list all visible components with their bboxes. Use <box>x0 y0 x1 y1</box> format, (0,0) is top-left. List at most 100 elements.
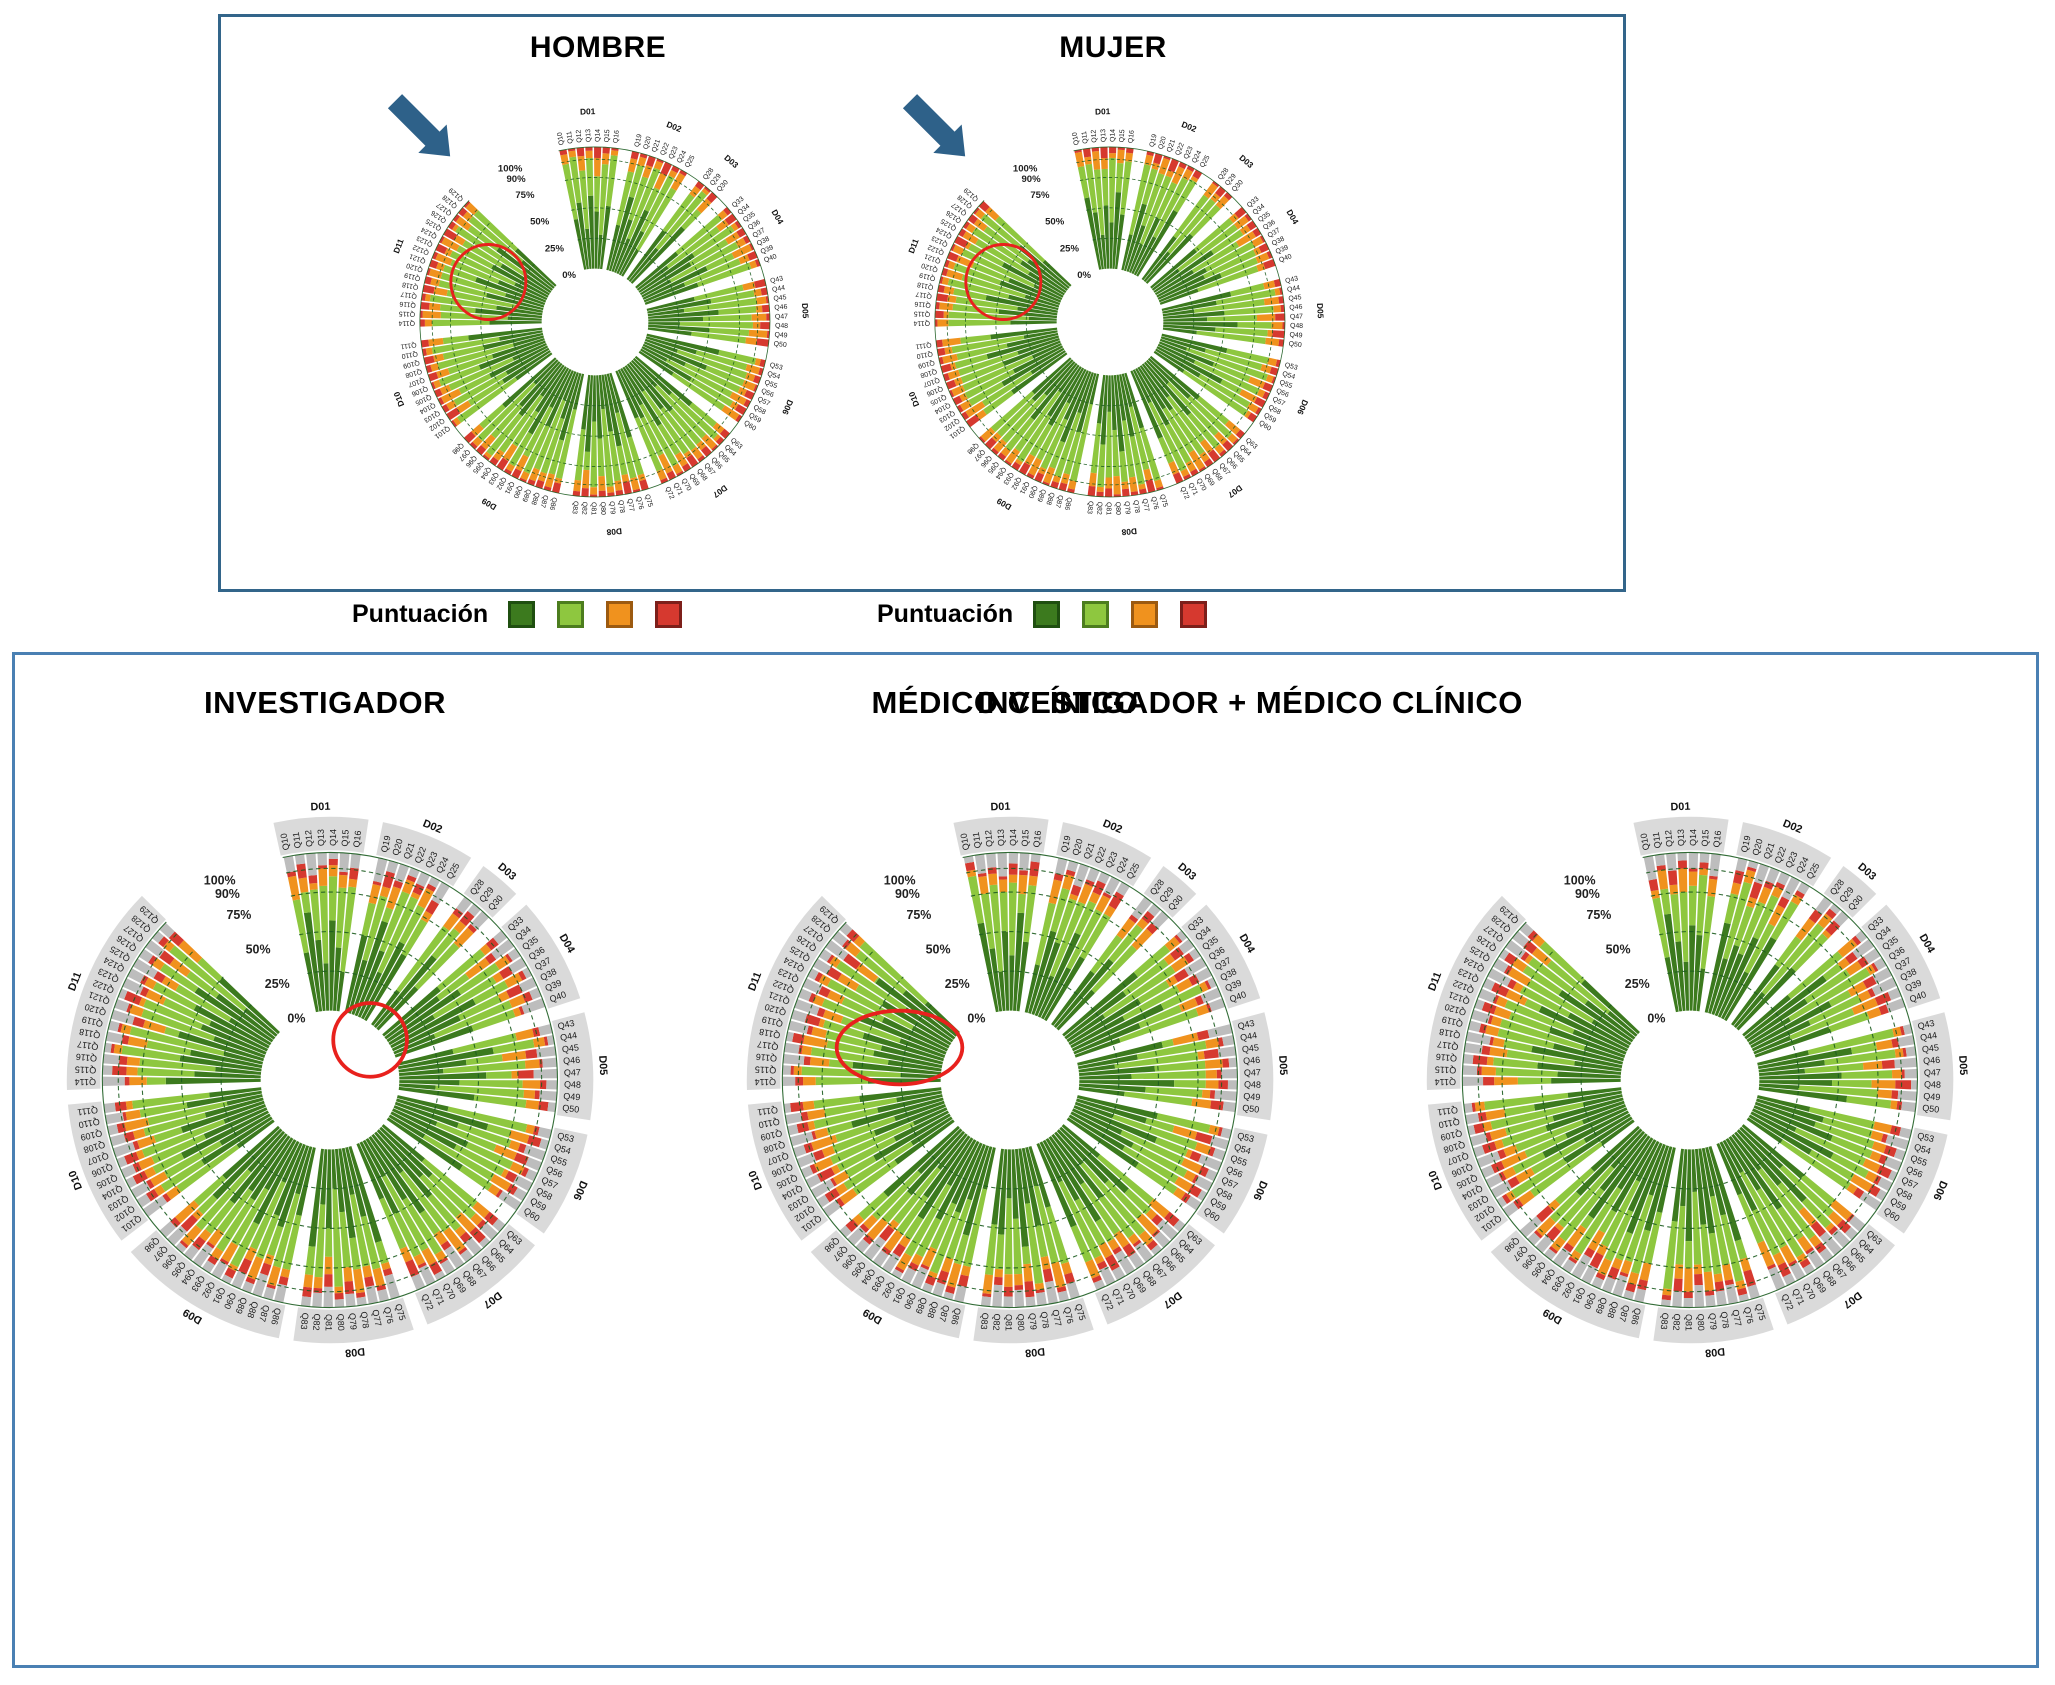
svg-text:75%: 75% <box>226 908 251 922</box>
svg-text:D10: D10 <box>906 390 921 408</box>
svg-text:Q76: Q76 <box>1149 496 1159 511</box>
svg-text:Q54: Q54 <box>766 371 781 382</box>
svg-text:Q89: Q89 <box>1035 488 1046 503</box>
svg-text:Q75: Q75 <box>393 1303 407 1322</box>
svg-text:Q88: Q88 <box>1044 491 1055 506</box>
svg-text:Q115: Q115 <box>1435 1064 1457 1075</box>
svg-text:Q72: Q72 <box>663 486 675 501</box>
svg-text:Q117: Q117 <box>76 1039 99 1052</box>
svg-text:Q80: Q80 <box>1015 1314 1026 1331</box>
svg-text:Q82: Q82 <box>311 1313 322 1331</box>
svg-text:Q15: Q15 <box>604 129 612 143</box>
svg-text:Q46: Q46 <box>1243 1055 1261 1066</box>
svg-text:Q111: Q111 <box>915 341 932 350</box>
svg-text:Q77: Q77 <box>370 1309 383 1328</box>
svg-text:Q118: Q118 <box>401 280 419 290</box>
svg-text:Q87: Q87 <box>1617 1304 1631 1323</box>
svg-text:Q86: Q86 <box>1629 1307 1643 1326</box>
svg-text:D11: D11 <box>906 237 921 255</box>
svg-text:Q20: Q20 <box>1158 136 1168 151</box>
svg-text:Q86: Q86 <box>548 496 558 510</box>
svg-text:Q119: Q119 <box>1441 1014 1464 1029</box>
svg-text:Q15: Q15 <box>1020 829 1031 847</box>
svg-text:Q57: Q57 <box>1271 396 1286 408</box>
svg-text:D06: D06 <box>1250 1179 1269 1202</box>
svg-text:100%: 100% <box>498 163 523 174</box>
svg-text:Q77: Q77 <box>626 498 635 512</box>
svg-text:Q14: Q14 <box>595 129 602 142</box>
svg-text:D08: D08 <box>345 1345 366 1359</box>
svg-text:Q79: Q79 <box>347 1313 359 1331</box>
svg-text:D05: D05 <box>1276 1055 1289 1075</box>
svg-text:Q45: Q45 <box>773 294 787 303</box>
svg-text:0%: 0% <box>1647 1012 1665 1026</box>
svg-text:Q44: Q44 <box>559 1030 577 1043</box>
svg-text:Q44: Q44 <box>1239 1030 1257 1043</box>
svg-text:Q47: Q47 <box>1244 1067 1261 1077</box>
svg-text:Q117: Q117 <box>756 1039 779 1052</box>
svg-text:D10: D10 <box>1427 1169 1445 1192</box>
svg-text:Q45: Q45 <box>1241 1042 1259 1054</box>
svg-text:Q39: Q39 <box>1275 244 1290 256</box>
svg-text:Q81: Q81 <box>1004 1314 1014 1331</box>
svg-text:90%: 90% <box>1021 174 1041 185</box>
svg-text:Q55: Q55 <box>763 379 778 390</box>
svg-text:D08: D08 <box>1025 1345 1046 1359</box>
svg-text:Q45: Q45 <box>561 1042 579 1054</box>
svg-text:D11: D11 <box>746 970 764 992</box>
svg-text:0%: 0% <box>967 1012 985 1026</box>
svg-text:Q108: Q108 <box>404 367 422 378</box>
svg-text:Q78: Q78 <box>1039 1311 1051 1329</box>
svg-text:Q75: Q75 <box>1073 1303 1087 1322</box>
svg-text:Q115: Q115 <box>75 1064 97 1075</box>
legend-row: Puntuación Puntuación <box>0 600 2055 640</box>
svg-text:Q43: Q43 <box>770 275 784 285</box>
svg-text:Q109: Q109 <box>80 1128 104 1143</box>
svg-text:Q117: Q117 <box>1436 1039 1459 1052</box>
svg-text:Q50: Q50 <box>773 341 787 350</box>
svg-text:Q22: Q22 <box>1175 142 1186 157</box>
highlight-ellipse <box>834 1008 965 1087</box>
svg-text:Q43: Q43 <box>1237 1018 1256 1032</box>
svg-text:Q46: Q46 <box>563 1055 581 1066</box>
svg-text:Q14: Q14 <box>1110 129 1117 142</box>
highlight-circle <box>964 243 1043 321</box>
svg-text:Q14: Q14 <box>1008 829 1018 846</box>
svg-text:Q46: Q46 <box>1289 304 1303 312</box>
highlight-circle <box>449 243 528 321</box>
svg-text:D05: D05 <box>1315 303 1326 319</box>
svg-text:Q120: Q120 <box>406 261 424 273</box>
svg-text:Q15: Q15 <box>1700 829 1711 847</box>
svg-text:Q13: Q13 <box>1100 129 1107 142</box>
svg-text:Q44: Q44 <box>1919 1030 1937 1043</box>
svg-text:Q11: Q11 <box>291 831 303 849</box>
legend-swatch-3 <box>655 601 683 628</box>
svg-text:Q78: Q78 <box>617 500 626 514</box>
svg-text:Q50: Q50 <box>562 1103 580 1115</box>
svg-text:Q54: Q54 <box>1913 1142 1932 1156</box>
svg-text:D06: D06 <box>570 1179 589 1202</box>
svg-text:Q114: Q114 <box>75 1077 96 1087</box>
svg-text:Q86: Q86 <box>949 1307 963 1326</box>
svg-text:Q110: Q110 <box>401 350 419 360</box>
svg-text:Q19: Q19 <box>1149 133 1159 147</box>
svg-text:0%: 0% <box>562 270 576 281</box>
svg-text:0%: 0% <box>287 1012 305 1026</box>
svg-text:100%: 100% <box>1013 163 1038 174</box>
svg-text:Q43: Q43 <box>557 1018 576 1032</box>
svg-text:Q108: Q108 <box>919 367 937 378</box>
svg-text:Q13: Q13 <box>585 129 592 142</box>
svg-text:90%: 90% <box>1575 887 1600 901</box>
svg-text:D11: D11 <box>391 237 406 255</box>
svg-text:Q13: Q13 <box>1676 829 1687 846</box>
svg-text:90%: 90% <box>506 174 526 185</box>
svg-text:Q57: Q57 <box>756 396 771 408</box>
svg-text:Q49: Q49 <box>1923 1091 1941 1102</box>
svg-text:Q80: Q80 <box>599 502 607 515</box>
svg-text:Q83: Q83 <box>979 1312 991 1330</box>
chart-title-mujer: MUJER <box>1059 31 1167 64</box>
svg-text:Q47: Q47 <box>775 313 788 320</box>
svg-text:Q82: Q82 <box>1095 501 1103 515</box>
svg-text:Q53: Q53 <box>1236 1130 1255 1144</box>
svg-text:Q11: Q11 <box>566 131 575 145</box>
